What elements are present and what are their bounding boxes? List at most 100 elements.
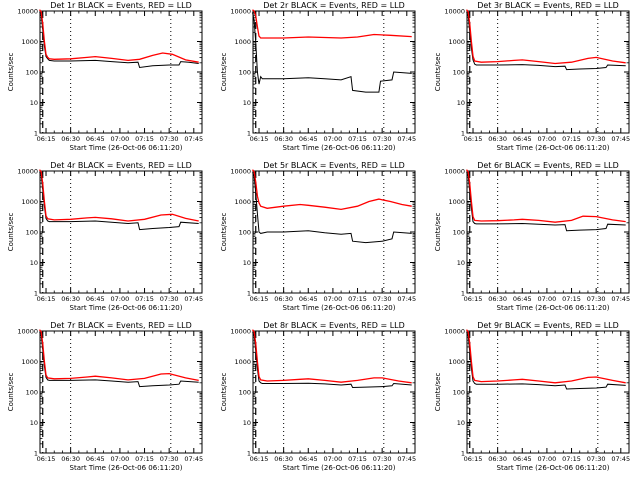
lld-series-line <box>252 9 412 39</box>
x-tick-label: 06:15 <box>464 295 483 303</box>
y-axis-label: Counts/sec <box>220 53 228 92</box>
y-tick-label: 10000 <box>230 8 251 16</box>
x-tick-label: 06:15 <box>250 135 269 143</box>
y-tick-label: 10 <box>243 419 251 427</box>
y-tick-label: 100 <box>239 69 251 77</box>
events-series-line <box>466 172 626 232</box>
y-tick-label: 1 <box>247 290 251 298</box>
x-tick-label: 06:45 <box>299 455 318 463</box>
x-tick-label: 07:00 <box>324 295 343 303</box>
x-tick-label: 06:45 <box>513 135 532 143</box>
x-axis-label: Start Time (26-Oct-06 06:11:20) <box>497 464 610 472</box>
x-tick-label: 07:15 <box>562 135 581 143</box>
y-tick-label: 1000 <box>448 358 465 366</box>
x-tick-label: 06:30 <box>488 135 507 143</box>
x-tick-label: 06:30 <box>274 455 293 463</box>
x-tick-label: 07:30 <box>587 455 606 463</box>
x-tick-label: 07:15 <box>348 455 367 463</box>
x-tick-label: 07:30 <box>587 135 606 143</box>
plot-frame <box>252 10 416 134</box>
events-series-line <box>39 172 199 231</box>
y-axis-label: Counts/sec <box>7 373 15 412</box>
x-tick-label: 06:30 <box>274 295 293 303</box>
x-tick-label: 07:30 <box>373 135 392 143</box>
panel-title: Det 8r BLACK = Events, RED = LLD <box>263 321 405 330</box>
x-tick-label: 07:30 <box>160 455 179 463</box>
x-tick-label: 07:30 <box>160 135 179 143</box>
x-tick-label: 07:30 <box>373 295 392 303</box>
plot-frame <box>466 10 630 134</box>
y-tick-label: 100 <box>26 229 38 237</box>
x-tick-label: 06:15 <box>37 455 56 463</box>
x-tick-label: 06:15 <box>37 295 56 303</box>
events-series-line <box>252 172 412 244</box>
x-axis-label: Start Time (26-Oct-06 06:11:20) <box>70 304 183 312</box>
y-axis-label: Counts/sec <box>220 213 228 252</box>
y-tick-label: 100 <box>26 69 38 77</box>
y-tick-label: 100 <box>26 389 38 397</box>
x-tick-label: 07:45 <box>184 135 203 143</box>
plot-frame <box>39 170 203 294</box>
panel-title: Det 4r BLACK = Events, RED = LLD <box>50 161 192 170</box>
y-tick-label: 10 <box>30 259 38 267</box>
y-tick-label: 1 <box>34 450 38 458</box>
y-tick-label: 100 <box>239 389 251 397</box>
x-tick-label: 07:15 <box>348 295 367 303</box>
y-tick-label: 10000 <box>444 168 465 176</box>
y-tick-label: 100 <box>453 229 465 237</box>
y-tick-label: 1000 <box>234 38 251 46</box>
lld-series-line <box>251 329 412 384</box>
plot-frame <box>39 330 203 454</box>
panel-title: Det 2r BLACK = Events, RED = LLD <box>263 1 405 10</box>
panel-title: Det 7r BLACK = Events, RED = LLD <box>50 321 192 330</box>
x-tick-label: 07:45 <box>397 455 416 463</box>
panel: Det 2r BLACK = Events, RED = LLD 1 10 100 10… <box>220 1 416 152</box>
events-series-line <box>466 332 626 390</box>
y-tick-label: 1 <box>461 450 465 458</box>
y-tick-label: 100 <box>453 389 465 397</box>
y-tick-label: 10000 <box>230 328 251 336</box>
x-tick-label: 06:30 <box>61 455 80 463</box>
y-tick-label: 10 <box>457 259 465 267</box>
panel: Det 3r BLACK = Events, RED = LLD 1 10 100 10… <box>434 1 630 152</box>
x-axis-label: Start Time (26-Oct-06 06:11:20) <box>70 464 183 472</box>
x-tick-label: 06:45 <box>86 135 105 143</box>
y-tick-label: 10 <box>457 99 465 107</box>
x-tick-label: 06:30 <box>61 295 80 303</box>
x-axis-label: Start Time (26-Oct-06 06:11:20) <box>497 304 610 312</box>
x-tick-label: 07:15 <box>562 295 581 303</box>
y-tick-label: 10000 <box>444 8 465 16</box>
x-tick-label: 07:45 <box>611 455 630 463</box>
y-axis-label: Counts/sec <box>434 53 442 92</box>
y-tick-label: 10000 <box>17 168 38 176</box>
x-tick-label: 06:30 <box>488 295 507 303</box>
y-tick-label: 10000 <box>17 8 38 16</box>
y-axis-label: Counts/sec <box>7 213 15 252</box>
lld-series-line <box>38 9 199 63</box>
x-tick-label: 07:45 <box>184 455 203 463</box>
x-tick-label: 06:45 <box>86 455 105 463</box>
lld-series-line <box>465 9 626 65</box>
events-series-line <box>466 12 626 71</box>
y-tick-label: 10 <box>457 419 465 427</box>
x-tick-label: 06:45 <box>299 135 318 143</box>
panel: Det 7r BLACK = Events, RED = LLD 1 10 100 10… <box>7 321 203 472</box>
x-tick-label: 06:15 <box>250 455 269 463</box>
x-tick-label: 07:45 <box>397 295 416 303</box>
y-tick-label: 1 <box>461 130 465 138</box>
y-axis-label: Counts/sec <box>434 213 442 252</box>
plot-frame <box>466 330 630 454</box>
y-tick-label: 1000 <box>21 198 38 206</box>
panel-title: Det 9r BLACK = Events, RED = LLD <box>477 321 619 330</box>
panel: Det 5r BLACK = Events, RED = LLD 1 10 100 10… <box>220 161 416 312</box>
panel-title: Det 1r BLACK = Events, RED = LLD <box>50 1 192 10</box>
y-tick-label: 1 <box>34 130 38 138</box>
x-tick-label: 07:00 <box>538 135 557 143</box>
panel: Det 4r BLACK = Events, RED = LLD 1 10 100 10… <box>7 161 203 312</box>
x-tick-label: 07:15 <box>135 455 154 463</box>
x-tick-label: 07:45 <box>397 135 416 143</box>
panel: Det 6r BLACK = Events, RED = LLD 1 10 100 10… <box>434 161 630 312</box>
x-tick-label: 06:30 <box>488 455 507 463</box>
x-tick-label: 06:45 <box>86 295 105 303</box>
x-tick-label: 06:15 <box>250 295 269 303</box>
